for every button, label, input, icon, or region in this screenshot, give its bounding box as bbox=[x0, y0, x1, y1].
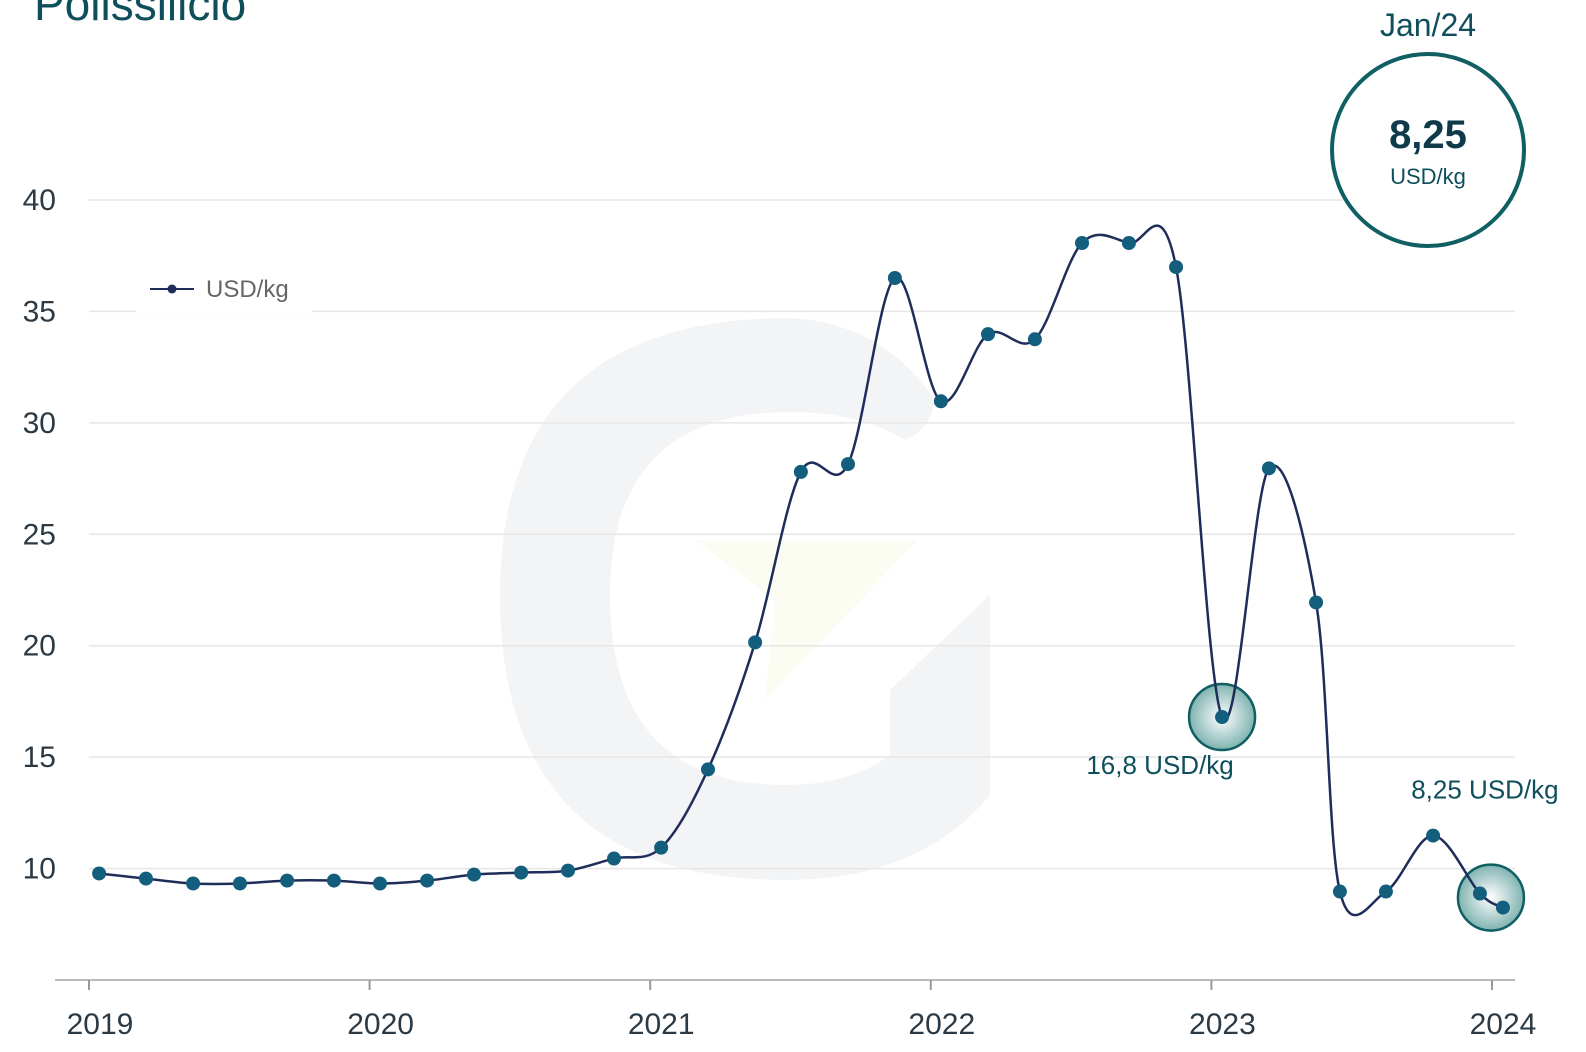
marker bbox=[654, 840, 669, 855]
marker bbox=[1472, 886, 1487, 901]
marker bbox=[981, 327, 996, 342]
marker bbox=[1495, 900, 1510, 915]
y-tick-label: 20 bbox=[23, 630, 56, 663]
marker bbox=[92, 866, 107, 881]
marker bbox=[748, 635, 763, 650]
badge-period: Jan/24 bbox=[1380, 7, 1476, 43]
marker bbox=[420, 873, 435, 888]
marker bbox=[1075, 236, 1090, 251]
marker bbox=[1426, 828, 1441, 843]
badge-circle bbox=[1330, 52, 1526, 248]
marker bbox=[514, 865, 529, 880]
badge: Jan/24 8,25 USD/kg bbox=[1330, 7, 1526, 248]
watermark bbox=[500, 318, 990, 880]
marker bbox=[1378, 884, 1393, 899]
marker bbox=[700, 762, 715, 777]
x-tick-label: 2024 bbox=[1470, 1008, 1537, 1041]
marker bbox=[138, 871, 153, 886]
x-tick-label: 2023 bbox=[1189, 1008, 1256, 1041]
marker bbox=[1332, 884, 1347, 899]
x-tick-label: 2021 bbox=[628, 1008, 695, 1041]
marker bbox=[1261, 461, 1276, 476]
chart-title: Polissilicio bbox=[34, 0, 246, 30]
badge-value: 8,25 bbox=[1389, 113, 1467, 157]
badge-unit: USD/kg bbox=[1390, 164, 1466, 189]
marker bbox=[841, 457, 856, 472]
marker bbox=[887, 271, 902, 285]
y-tick-label: 30 bbox=[23, 407, 56, 440]
marker bbox=[372, 876, 387, 891]
highlight bbox=[1456, 863, 1526, 932]
x-tick-label: 2020 bbox=[347, 1008, 414, 1041]
marker bbox=[1027, 332, 1042, 347]
legend-marker bbox=[167, 284, 177, 294]
annotation: 8,25 USD/kg bbox=[1411, 775, 1558, 805]
marker bbox=[280, 873, 295, 888]
marker bbox=[1309, 595, 1324, 610]
legend: USD/kg bbox=[136, 266, 312, 312]
marker bbox=[933, 394, 948, 409]
annotation: 16,8 USD/kg bbox=[1086, 750, 1233, 780]
legend-label: USD/kg bbox=[206, 276, 289, 303]
marker bbox=[326, 873, 341, 888]
marker bbox=[232, 876, 247, 891]
marker bbox=[186, 876, 201, 891]
marker bbox=[606, 851, 621, 866]
marker bbox=[466, 867, 481, 882]
y-tick-label: 25 bbox=[23, 518, 56, 551]
y-tick-label: 35 bbox=[23, 295, 56, 328]
marker bbox=[1215, 710, 1230, 725]
marker bbox=[793, 464, 808, 479]
marker bbox=[1169, 260, 1184, 275]
x-tick-label: 2019 bbox=[67, 1008, 134, 1041]
y-tick-label: 15 bbox=[23, 741, 56, 774]
marker bbox=[1121, 236, 1136, 251]
y-tick-label: 10 bbox=[23, 853, 56, 886]
y-tick-label: 40 bbox=[23, 184, 56, 217]
x-tick-label: 2022 bbox=[908, 1008, 975, 1041]
marker bbox=[560, 863, 575, 878]
